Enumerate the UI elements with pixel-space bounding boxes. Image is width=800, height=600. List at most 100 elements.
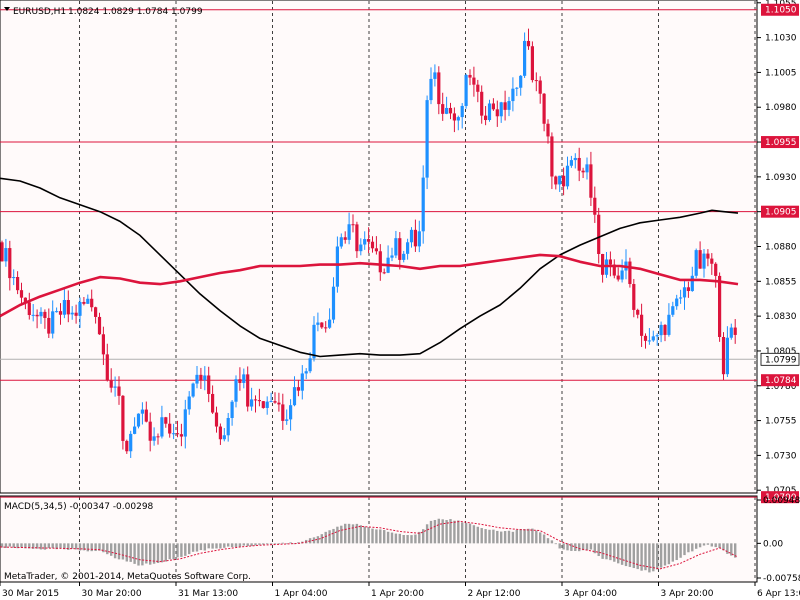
candle (70, 306, 74, 320)
candle-body (253, 399, 258, 401)
candle-body (718, 275, 722, 337)
candle (425, 95, 429, 190)
candle-body (183, 409, 187, 437)
candle-body (472, 77, 476, 85)
macd-bar (324, 531, 327, 544)
macd-bar (250, 543, 253, 546)
candle (328, 308, 332, 329)
macd-bar (320, 534, 323, 544)
symbol-label: EURUSD,H1 (13, 7, 66, 17)
candle-body (554, 176, 558, 185)
macd-bar (464, 523, 468, 544)
candle-body (663, 324, 667, 335)
candle (277, 392, 281, 412)
candle (628, 257, 632, 288)
macd-bar (422, 529, 425, 544)
candle (671, 301, 675, 317)
macd-bar (679, 543, 682, 558)
horizontal-levels (0, 9, 757, 498)
candle-body (125, 440, 129, 452)
macd-bar (67, 543, 70, 550)
candle-body (445, 107, 449, 114)
candle-body (246, 374, 250, 407)
candle-body (230, 401, 234, 419)
candle (86, 294, 90, 304)
macd-bar (113, 543, 117, 559)
macd-bar (554, 543, 557, 545)
candle-body (58, 311, 63, 315)
candle-body (601, 254, 605, 275)
macd-bar (648, 543, 651, 573)
candle-body (487, 103, 492, 121)
candle (140, 402, 144, 425)
macd-bar (535, 530, 538, 544)
candle-body (214, 412, 219, 427)
candle-body (97, 316, 102, 335)
macd-bar (628, 543, 632, 567)
macd-bar (297, 542, 300, 544)
macd-y-tick-label: 0.00 (763, 539, 783, 549)
candle (484, 106, 488, 126)
symbol-header[interactable]: EURUSD,H1 1.0824 1.0829 1.0784 1.0799 (4, 7, 203, 17)
candle (612, 259, 616, 279)
candle-body (172, 433, 176, 435)
macd-bar (281, 542, 284, 544)
candle (8, 240, 12, 291)
candle (597, 207, 601, 264)
candle-body (394, 238, 398, 256)
candle-body (211, 393, 215, 413)
macd-bar (141, 543, 144, 566)
macd-bar (484, 529, 487, 544)
candle-body (113, 386, 117, 388)
candle (398, 232, 402, 270)
candle (491, 98, 495, 111)
candle-body (507, 101, 511, 110)
candle-body (441, 104, 445, 114)
macd-bar (102, 543, 105, 553)
candle-body (335, 246, 339, 287)
macd-signal-line (0, 520, 739, 570)
candle (55, 307, 59, 313)
candle-body (304, 371, 308, 374)
candle (51, 300, 55, 339)
candle (437, 66, 441, 115)
candle (35, 309, 39, 329)
candle-body (526, 40, 531, 47)
macd-bar (63, 543, 66, 550)
candle (58, 303, 63, 325)
candle (27, 292, 31, 320)
macd-bar (675, 543, 678, 561)
candle-body (320, 322, 324, 328)
candle-body (620, 270, 624, 280)
candle (234, 375, 238, 408)
dropdown-triangle-icon[interactable] (4, 7, 10, 11)
candle-body (655, 335, 659, 337)
y-tick-label: 1.0730 (765, 451, 797, 461)
level-label: 1.0700 (765, 493, 797, 503)
candle-body (51, 311, 55, 334)
macd-plot-area[interactable] (0, 495, 758, 583)
macd-bar (503, 531, 507, 544)
level-label-box (761, 136, 799, 149)
candle-body (480, 91, 484, 116)
macd-bar (492, 529, 495, 544)
candle (433, 64, 437, 87)
candle (312, 316, 316, 362)
candle (285, 409, 289, 425)
candle-body (530, 46, 534, 81)
price-plot-area[interactable] (0, 0, 758, 494)
candle (320, 322, 324, 329)
candle (164, 416, 168, 428)
candle (472, 66, 476, 97)
macd-bar (398, 533, 401, 544)
candle-body (382, 272, 386, 274)
candle-body (608, 259, 612, 265)
macd-bar (531, 528, 534, 544)
candle (593, 186, 597, 223)
candle (113, 376, 117, 397)
candle (43, 309, 47, 329)
candle (370, 236, 375, 253)
macd-bar (566, 543, 569, 551)
macd-bar (285, 543, 288, 545)
